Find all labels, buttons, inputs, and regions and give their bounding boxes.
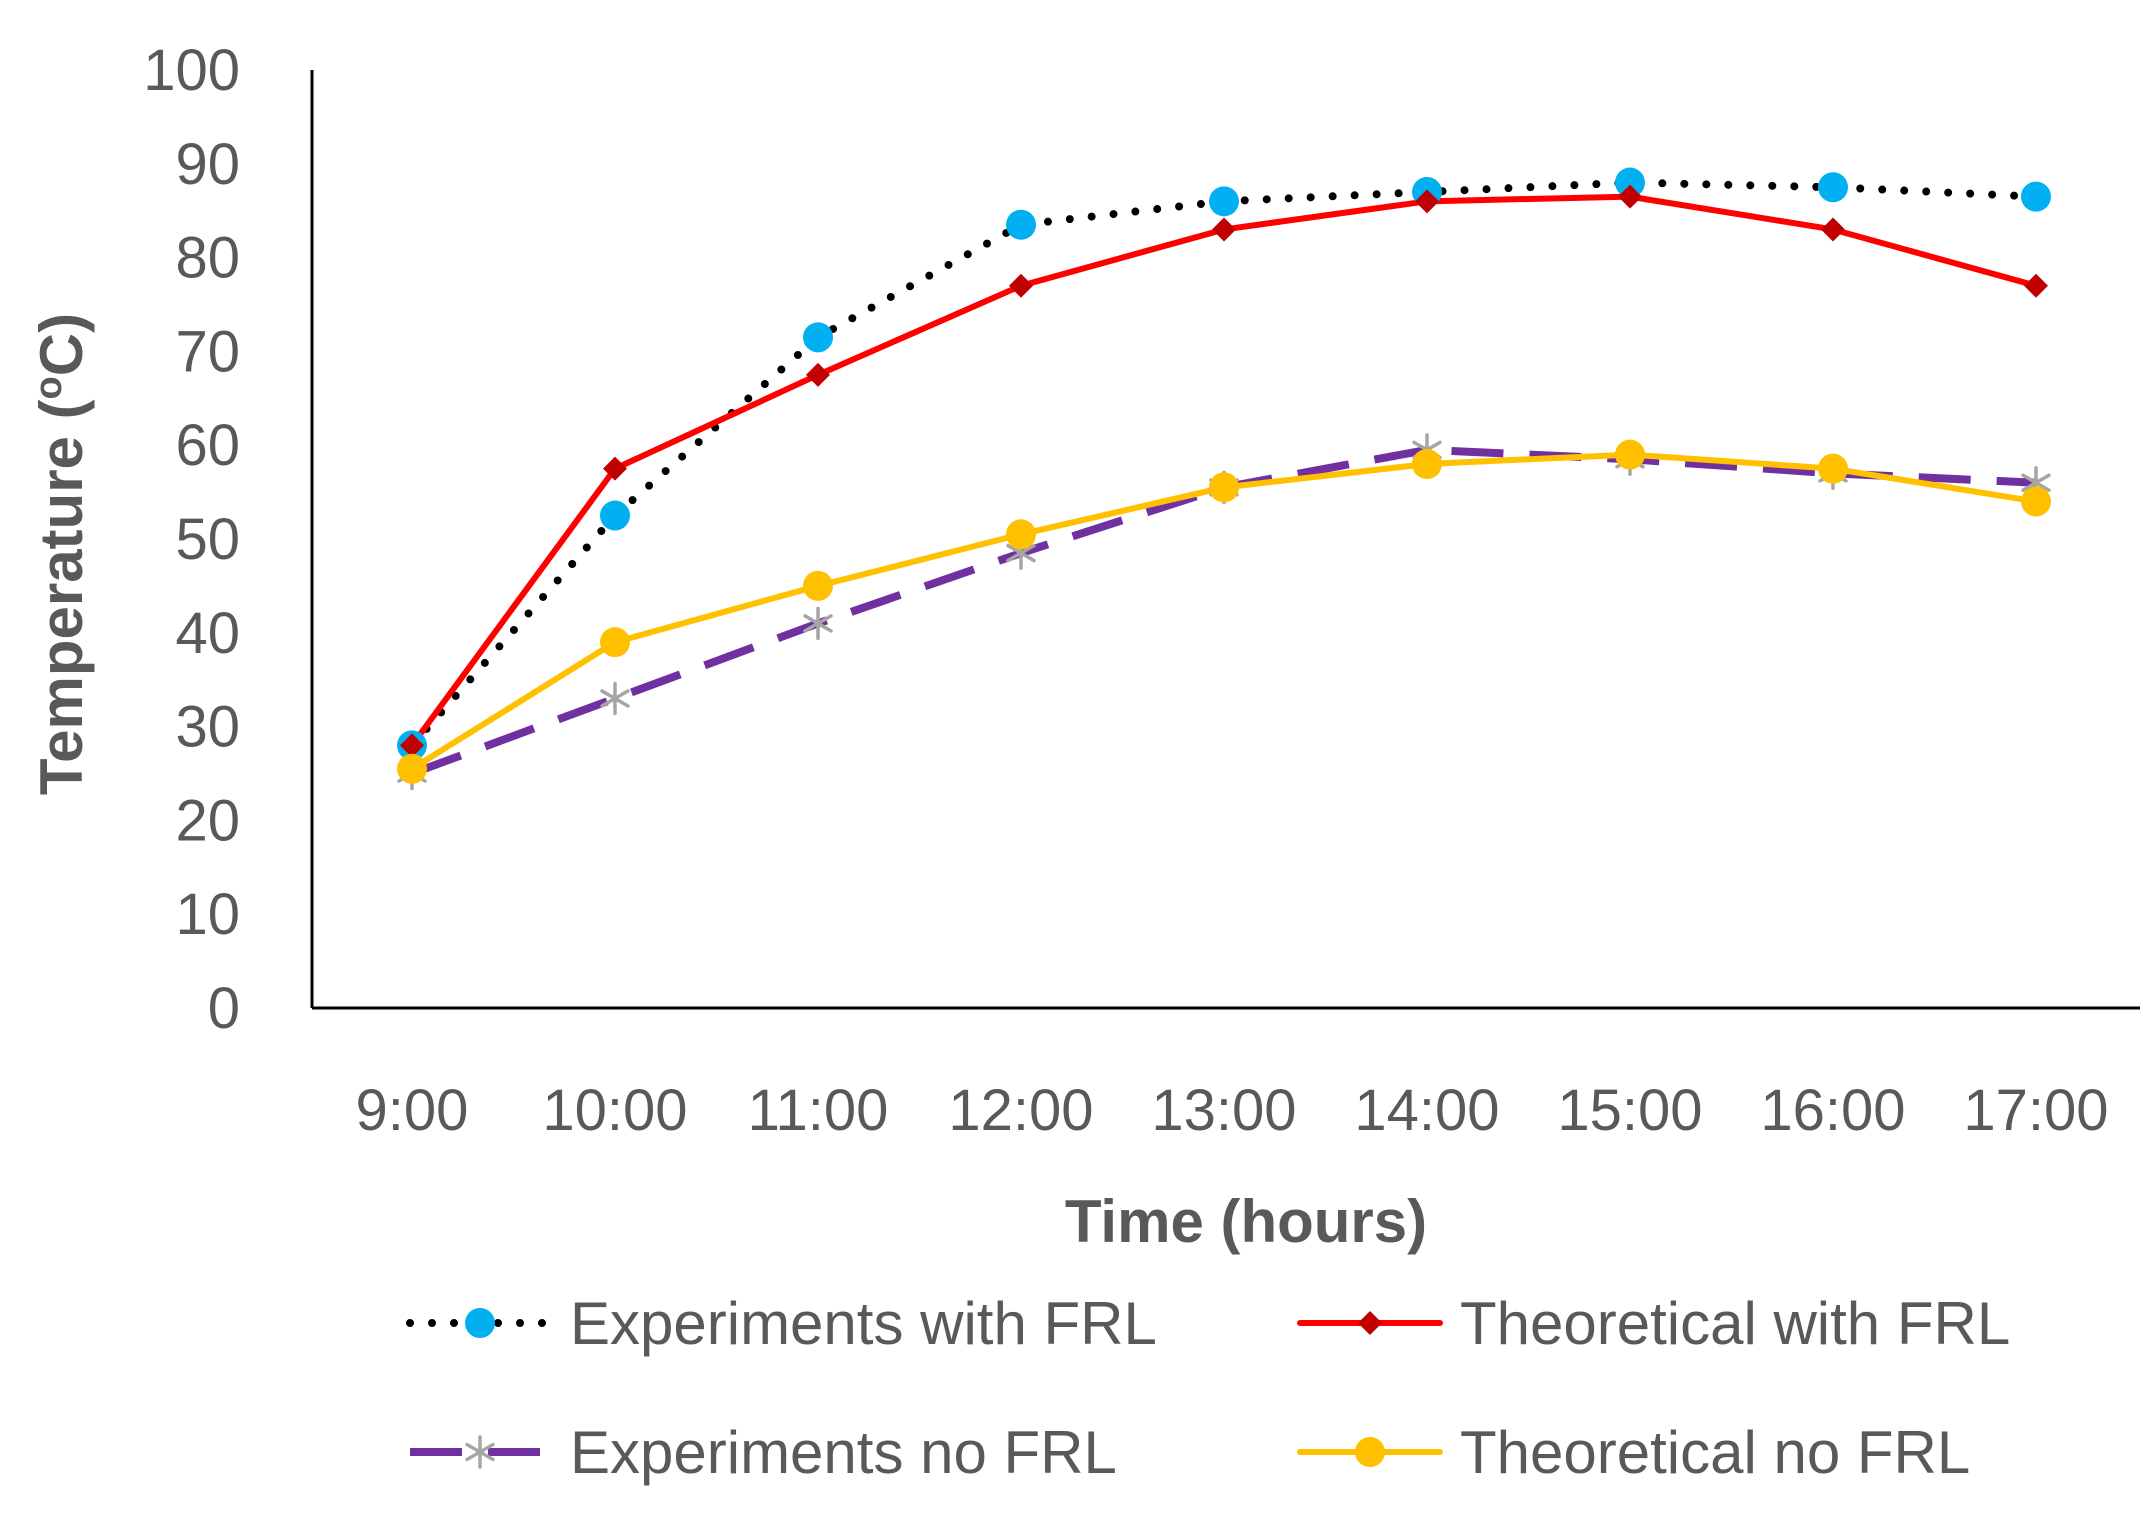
series-markers bbox=[397, 167, 2051, 791]
legend-label: Theoretical with FRL bbox=[1460, 1290, 2010, 1357]
legend-item-theoretical-with-frl: Theoretical with FRL bbox=[1297, 1290, 2010, 1357]
data-point bbox=[2021, 486, 2051, 517]
y-tick-label: 70 bbox=[175, 319, 240, 384]
y-tick-label: 80 bbox=[175, 226, 240, 291]
y-tick-label: 40 bbox=[175, 601, 240, 666]
legend-swatch-marker bbox=[1358, 1311, 1382, 1335]
data-point bbox=[1412, 448, 1442, 479]
data-point bbox=[2021, 181, 2051, 212]
legend-label: Theoretical no FRL bbox=[1460, 1419, 1970, 1486]
data-point bbox=[600, 627, 630, 658]
y-tick-label: 90 bbox=[175, 132, 240, 197]
data-point bbox=[600, 681, 630, 716]
x-tick-label: 16:00 bbox=[1760, 1078, 1905, 1143]
legend-swatch-marker bbox=[465, 1308, 495, 1338]
legend-swatch-marker bbox=[1355, 1437, 1385, 1467]
data-point bbox=[1615, 439, 1645, 470]
legend-swatch-marker bbox=[465, 1435, 495, 1469]
data-point bbox=[803, 570, 833, 601]
y-tick-label: 100 bbox=[143, 38, 240, 103]
x-tick-label: 11:00 bbox=[748, 1078, 889, 1143]
data-point bbox=[1006, 519, 1036, 550]
y-axis-title-unit: C) bbox=[28, 313, 95, 376]
data-point bbox=[803, 322, 833, 353]
legend-item-experiments-no-frl: Experiments no FRL bbox=[410, 1419, 1117, 1486]
y-tick-label: 0 bbox=[208, 976, 240, 1041]
y-tick-label: 20 bbox=[175, 788, 240, 853]
x-tick-labels: 9:00 10:00 11:00 12:00 13:00 14:00 15:00 16:00 1… bbox=[356, 1078, 2109, 1143]
data-point bbox=[1006, 209, 1036, 240]
y-axis-title-main: Temperature ( bbox=[28, 399, 95, 795]
series-points-theoretical-no-frl bbox=[397, 439, 2051, 784]
legend-item-theoretical-no-frl: Theoretical no FRL bbox=[1297, 1419, 1970, 1486]
data-point bbox=[1618, 184, 1642, 209]
x-tick-label: 12:00 bbox=[948, 1078, 1093, 1143]
data-point bbox=[600, 500, 630, 531]
y-tick-label: 60 bbox=[175, 413, 240, 478]
y-axis-title: Temperature (oC) bbox=[28, 313, 95, 795]
y-axis-title-unit-super: o bbox=[28, 376, 70, 399]
data-point bbox=[400, 733, 424, 758]
series-points-theoretical-with-frl bbox=[400, 184, 2048, 758]
x-tick-label: 17:00 bbox=[1963, 1078, 2108, 1143]
data-point bbox=[2024, 273, 2048, 298]
data-point bbox=[1818, 453, 1848, 484]
data-point bbox=[603, 456, 627, 481]
x-axis-title: Time (hours) bbox=[1065, 1188, 1427, 1255]
legend-label: Experiments no FRL bbox=[570, 1419, 1117, 1486]
data-point bbox=[1209, 472, 1239, 503]
data-point bbox=[806, 362, 830, 387]
y-tick-label: 50 bbox=[175, 507, 240, 572]
data-point bbox=[1009, 273, 1033, 298]
y-tick-label: 30 bbox=[175, 695, 240, 760]
x-tick-label: 14:00 bbox=[1354, 1078, 1499, 1143]
y-tick-label: 10 bbox=[175, 882, 240, 947]
axes bbox=[310, 70, 2140, 1010]
legend-item-experiments-with-frl: Experiments with FRL bbox=[406, 1290, 1157, 1357]
x-tick-label: 10:00 bbox=[542, 1078, 687, 1143]
x-tick-label: 13:00 bbox=[1151, 1078, 1296, 1143]
data-point bbox=[1818, 172, 1848, 203]
y-tick-labels: 0 10 20 30 40 50 60 70 80 90 100 bbox=[143, 38, 240, 1041]
x-tick-label: 15:00 bbox=[1557, 1078, 1702, 1143]
x-tick-label: 9:00 bbox=[356, 1078, 469, 1143]
data-point bbox=[397, 753, 427, 784]
data-point bbox=[1821, 217, 1845, 242]
data-point bbox=[1209, 186, 1239, 217]
legend-label: Experiments with FRL bbox=[570, 1290, 1157, 1357]
data-point bbox=[1615, 167, 1645, 198]
data-point bbox=[1212, 217, 1236, 242]
data-point bbox=[1415, 189, 1439, 214]
legend: Experiments with FRL Theoretical with FRL… bbox=[406, 1290, 2010, 1486]
data-point bbox=[803, 606, 833, 641]
